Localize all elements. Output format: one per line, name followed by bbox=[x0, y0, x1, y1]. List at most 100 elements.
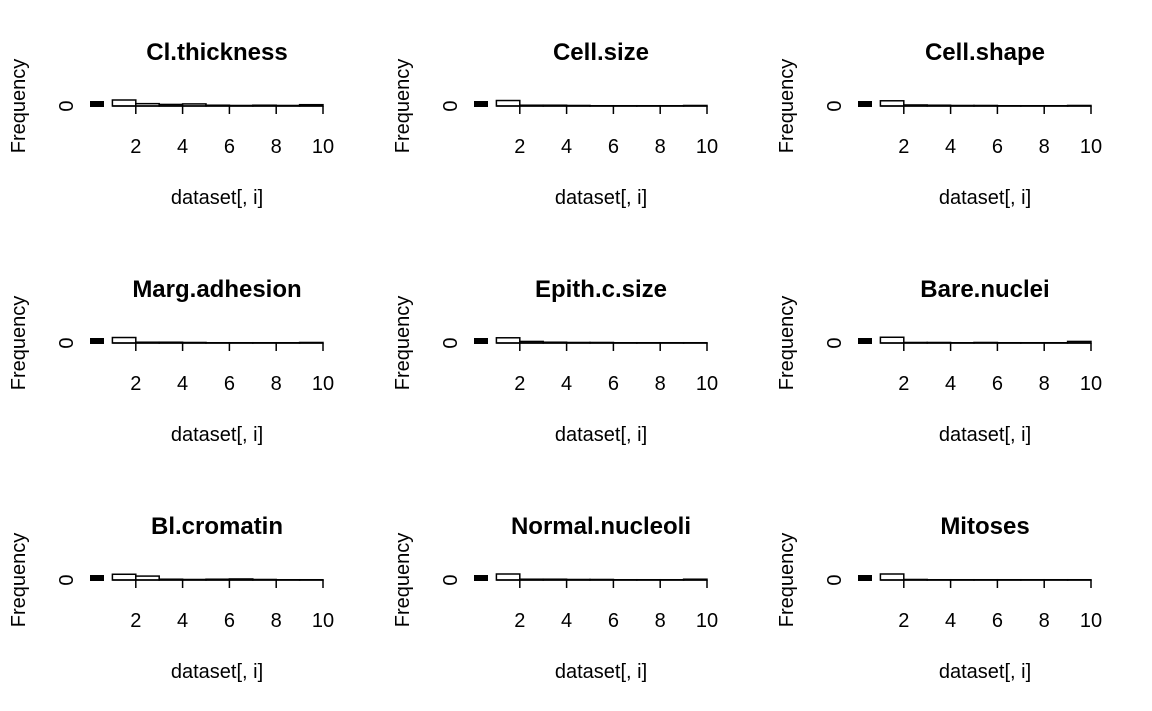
x-tick-label: 2 bbox=[898, 373, 909, 395]
x-tick-label: 4 bbox=[561, 610, 572, 632]
x-tick-label: 2 bbox=[130, 136, 141, 158]
y-tick-label: 0 bbox=[440, 574, 462, 585]
panel-title: Marg.adhesion bbox=[132, 276, 301, 303]
y-axis-label: Frequency bbox=[776, 533, 798, 628]
x-tick-label: 2 bbox=[514, 136, 525, 158]
histogram-bar bbox=[879, 336, 905, 344]
panel-title: Epith.c.size bbox=[535, 276, 667, 303]
y-axis-label: Frequency bbox=[392, 59, 414, 154]
x-tick-label: 2 bbox=[514, 610, 525, 632]
x-axis-label: dataset[, i] bbox=[171, 661, 263, 683]
x-tick-label: 8 bbox=[271, 610, 282, 632]
x-tick-label: 10 bbox=[696, 136, 718, 158]
y-tick-label: 0 bbox=[440, 337, 462, 348]
y-axis-label: Frequency bbox=[392, 533, 414, 628]
y-axis-label: Frequency bbox=[776, 59, 798, 154]
histogram-bar bbox=[111, 573, 137, 581]
panel-title: Mitoses bbox=[940, 513, 1029, 540]
histogram-panel: Cell.shape Frequency 0 2 4 6 8 10 dataset[, i] bbox=[776, 39, 1102, 209]
x-tick-label: 6 bbox=[608, 136, 619, 158]
x-tick-label: 6 bbox=[992, 610, 1003, 632]
histogram-bar bbox=[495, 337, 521, 344]
y-tick-label: 0 bbox=[56, 574, 78, 585]
x-tick-label: 4 bbox=[561, 373, 572, 395]
x-tick-label: 10 bbox=[312, 610, 334, 632]
x-tick-label: 8 bbox=[1039, 136, 1050, 158]
y-tick-label: 0 bbox=[824, 574, 846, 585]
x-tick-label: 8 bbox=[655, 610, 666, 632]
x-tick-label: 4 bbox=[177, 373, 188, 395]
x-tick-label: 8 bbox=[1039, 373, 1050, 395]
histogram-bar bbox=[879, 573, 905, 581]
x-tick-label: 6 bbox=[992, 373, 1003, 395]
y-axis-label: Frequency bbox=[392, 296, 414, 391]
x-tick-label: 4 bbox=[945, 373, 956, 395]
histogram-panel: Mitoses Frequency 0 2 4 6 8 10 dataset[, i] bbox=[776, 513, 1102, 683]
x-tick-label: 2 bbox=[898, 136, 909, 158]
y-tick-label: 0 bbox=[440, 100, 462, 111]
x-tick-label: 4 bbox=[945, 610, 956, 632]
y-axis-label: Frequency bbox=[8, 533, 30, 628]
y-tick-label: 0 bbox=[56, 100, 78, 111]
x-axis-label: dataset[, i] bbox=[939, 424, 1031, 446]
x-tick-label: 10 bbox=[1080, 136, 1102, 158]
y-tick-label: 0 bbox=[824, 100, 846, 111]
histogram-panel: Bare.nuclei Frequency 0 2 4 6 8 10 dataset[, i] bbox=[776, 276, 1102, 446]
panel-title: Bl.cromatin bbox=[151, 513, 283, 540]
panel-title: Bare.nuclei bbox=[920, 276, 1049, 303]
x-tick-label: 6 bbox=[224, 136, 235, 158]
x-axis-label: dataset[, i] bbox=[171, 424, 263, 446]
x-tick-label: 8 bbox=[655, 373, 666, 395]
x-axis-label: dataset[, i] bbox=[939, 661, 1031, 683]
x-tick-label: 10 bbox=[312, 373, 334, 395]
panel-title: Cell.size bbox=[553, 39, 649, 66]
x-tick-label: 4 bbox=[177, 136, 188, 158]
x-tick-label: 2 bbox=[130, 610, 141, 632]
x-axis-label: dataset[, i] bbox=[171, 187, 263, 209]
x-tick-label: 6 bbox=[608, 373, 619, 395]
x-tick-label: 10 bbox=[312, 136, 334, 158]
histogram-panel: Marg.adhesion Frequency 0 2 4 6 8 10 dataset[, i… bbox=[8, 276, 334, 446]
x-tick-label: 8 bbox=[655, 136, 666, 158]
x-tick-label: 4 bbox=[945, 136, 956, 158]
x-axis-label: dataset[, i] bbox=[555, 661, 647, 683]
histogram-bar bbox=[111, 336, 137, 344]
histogram-panel: Bl.cromatin Frequency 0 2 4 6 8 10 dataset[, i] bbox=[8, 513, 334, 683]
x-axis-label: dataset[, i] bbox=[555, 187, 647, 209]
histogram-panel: Normal.nucleoli Frequency 0 2 4 6 8 10 dataset[,… bbox=[392, 513, 718, 683]
x-tick-label: 6 bbox=[224, 373, 235, 395]
x-tick-label: 10 bbox=[1080, 373, 1102, 395]
y-tick-label: 0 bbox=[824, 337, 846, 348]
x-tick-label: 2 bbox=[898, 610, 909, 632]
x-axis-label: dataset[, i] bbox=[939, 187, 1031, 209]
y-tick-label: 0 bbox=[56, 337, 78, 348]
x-tick-label: 10 bbox=[696, 373, 718, 395]
x-tick-label: 10 bbox=[1080, 610, 1102, 632]
y-axis-label: Frequency bbox=[776, 296, 798, 391]
histogram-panel: Cl.thickness Frequency 0 2 4 6 8 10 dataset[, i] bbox=[8, 39, 334, 209]
panel-title: Cell.shape bbox=[925, 39, 1045, 66]
panel-title: Cl.thickness bbox=[146, 39, 287, 66]
histogram-bar bbox=[495, 99, 521, 107]
x-tick-label: 8 bbox=[271, 373, 282, 395]
y-axis-label: Frequency bbox=[8, 296, 30, 391]
x-tick-label: 6 bbox=[608, 610, 619, 632]
x-tick-label: 8 bbox=[271, 136, 282, 158]
histogram-panel: Cell.size Frequency 0 2 4 6 8 10 dataset[, i] bbox=[392, 39, 718, 209]
histogram-bar bbox=[111, 99, 137, 107]
histogram-bar bbox=[879, 100, 905, 107]
x-tick-label: 4 bbox=[177, 610, 188, 632]
x-tick-label: 2 bbox=[514, 373, 525, 395]
y-axis-label: Frequency bbox=[8, 59, 30, 154]
panel-title: Normal.nucleoli bbox=[511, 513, 691, 540]
x-tick-label: 4 bbox=[561, 136, 572, 158]
histogram-panel: Epith.c.size Frequency 0 2 4 6 8 10 dataset[, i] bbox=[392, 276, 718, 446]
x-axis-label: dataset[, i] bbox=[555, 424, 647, 446]
histogram-bar bbox=[495, 573, 521, 581]
x-tick-label: 2 bbox=[130, 373, 141, 395]
x-tick-label: 6 bbox=[224, 610, 235, 632]
x-tick-label: 6 bbox=[992, 136, 1003, 158]
x-tick-label: 10 bbox=[696, 610, 718, 632]
x-tick-label: 8 bbox=[1039, 610, 1050, 632]
